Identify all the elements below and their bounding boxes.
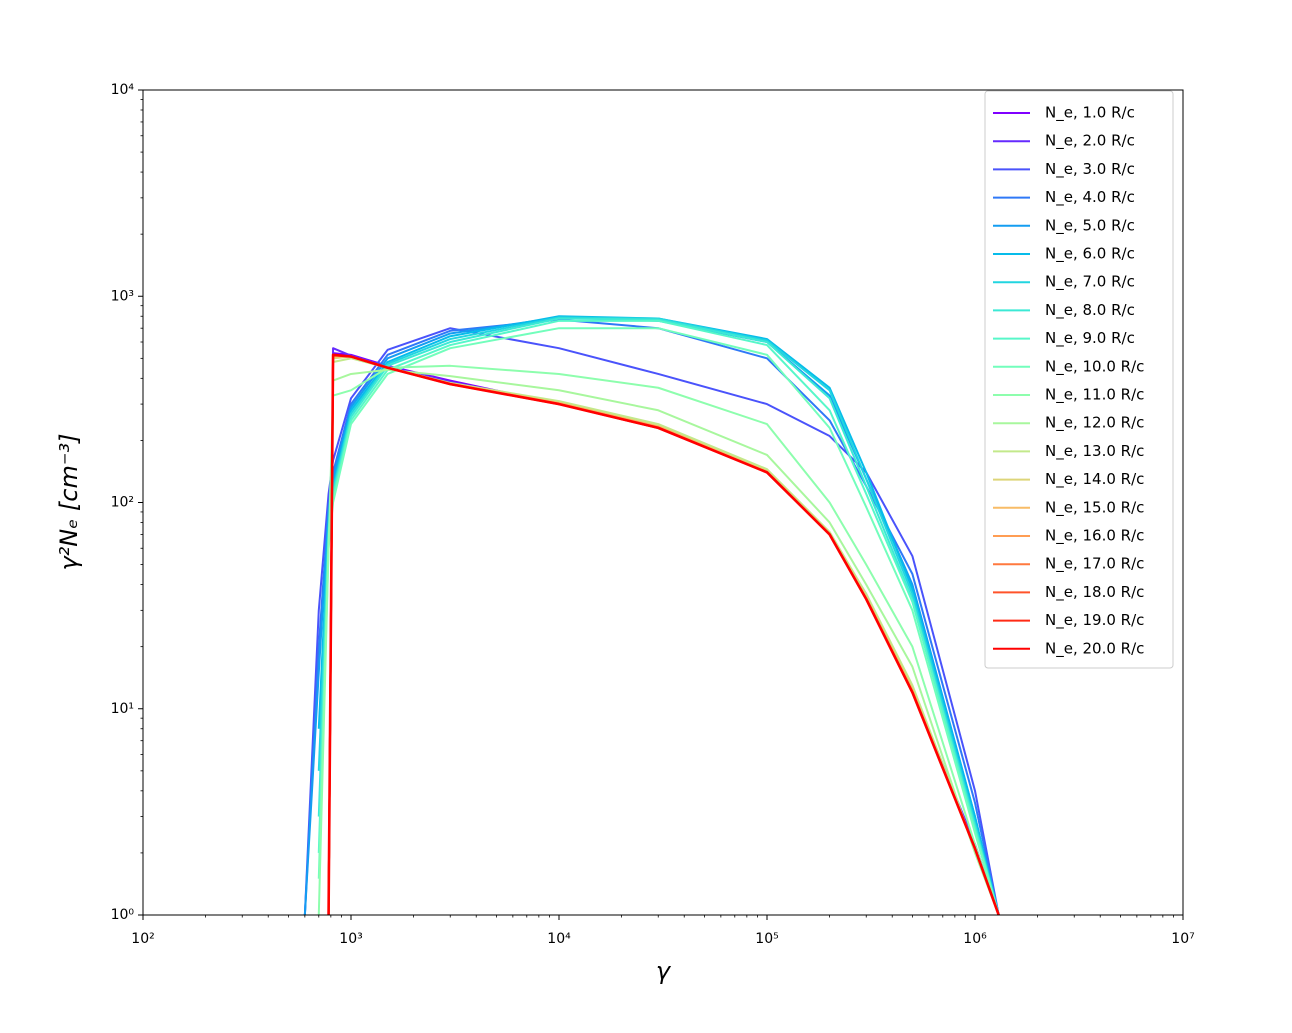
legend-label: N_e, 7.0 R/c <box>1045 273 1135 292</box>
series-line <box>327 353 1000 915</box>
x-tick-label: 10² <box>131 931 154 947</box>
x-tick-label: 10⁵ <box>755 931 778 947</box>
legend-label: N_e, 6.0 R/c <box>1045 245 1135 264</box>
y-tick-label: 10⁴ <box>111 82 135 98</box>
x-tick-label: 10⁷ <box>1171 931 1194 947</box>
legend-label: N_e, 9.0 R/c <box>1045 329 1135 348</box>
legend-label: N_e, 17.0 R/c <box>1045 555 1144 574</box>
series-line <box>303 327 1000 915</box>
legend-label: N_e, 18.0 R/c <box>1045 583 1144 602</box>
x-tick-label: 10⁴ <box>547 931 571 947</box>
y-axis-label: γ²Nₑ [cm⁻³] <box>55 433 83 570</box>
series-line <box>327 352 1000 915</box>
legend-label: N_e, 10.0 R/c <box>1045 357 1144 376</box>
series-line <box>317 327 1000 915</box>
legend-box <box>984 90 1174 669</box>
legend-label: N_e, 8.0 R/c <box>1045 301 1135 320</box>
legend-label: N_e, 14.0 R/c <box>1045 470 1144 489</box>
y-tick-label: 10⁰ <box>111 907 135 923</box>
series-line <box>327 354 1000 915</box>
series-line <box>327 357 1000 915</box>
series-line <box>327 347 1000 915</box>
series-line <box>327 355 1000 915</box>
y-tick-label: 10¹ <box>111 701 134 717</box>
y-tick-label: 10³ <box>111 288 134 304</box>
legend-label: N_e, 15.0 R/c <box>1045 498 1144 517</box>
legend-label: N_e, 2.0 R/c <box>1045 132 1135 151</box>
x-tick-label: 10³ <box>339 931 362 947</box>
legend-label: N_e, 16.0 R/c <box>1045 527 1144 546</box>
legend-label: N_e, 12.0 R/c <box>1045 414 1144 433</box>
legend-label: N_e, 19.0 R/c <box>1045 611 1144 630</box>
legend-label: N_e, 20.0 R/c <box>1045 639 1144 658</box>
x-tick-label: 10⁶ <box>963 931 987 947</box>
series-line <box>317 315 1000 915</box>
series-line <box>327 354 1000 915</box>
legend-label: N_e, 11.0 R/c <box>1045 386 1144 405</box>
legend: N_e, 1.0 R/c N_e, 2.0 R/c N_e, 3.0 R/c N_e,… <box>984 90 1174 669</box>
legend-label: N_e, 4.0 R/c <box>1045 188 1135 207</box>
series-line <box>317 316 1000 915</box>
series-line <box>327 354 1000 915</box>
series-line <box>327 355 1000 915</box>
series-line <box>327 353 1000 915</box>
y-tick-label: 10² <box>111 495 134 511</box>
legend-label: N_e, 13.0 R/c <box>1045 442 1144 461</box>
series-line <box>327 368 1000 915</box>
plot-area <box>303 315 1000 915</box>
series-line <box>317 364 1000 915</box>
legend-label: N_e, 5.0 R/c <box>1045 216 1135 235</box>
x-axis-label: γ <box>656 957 672 985</box>
plot-frame <box>142 89 1184 916</box>
legend-label: N_e, 3.0 R/c <box>1045 160 1135 179</box>
legend-label: N_e, 1.0 R/c <box>1045 104 1135 123</box>
